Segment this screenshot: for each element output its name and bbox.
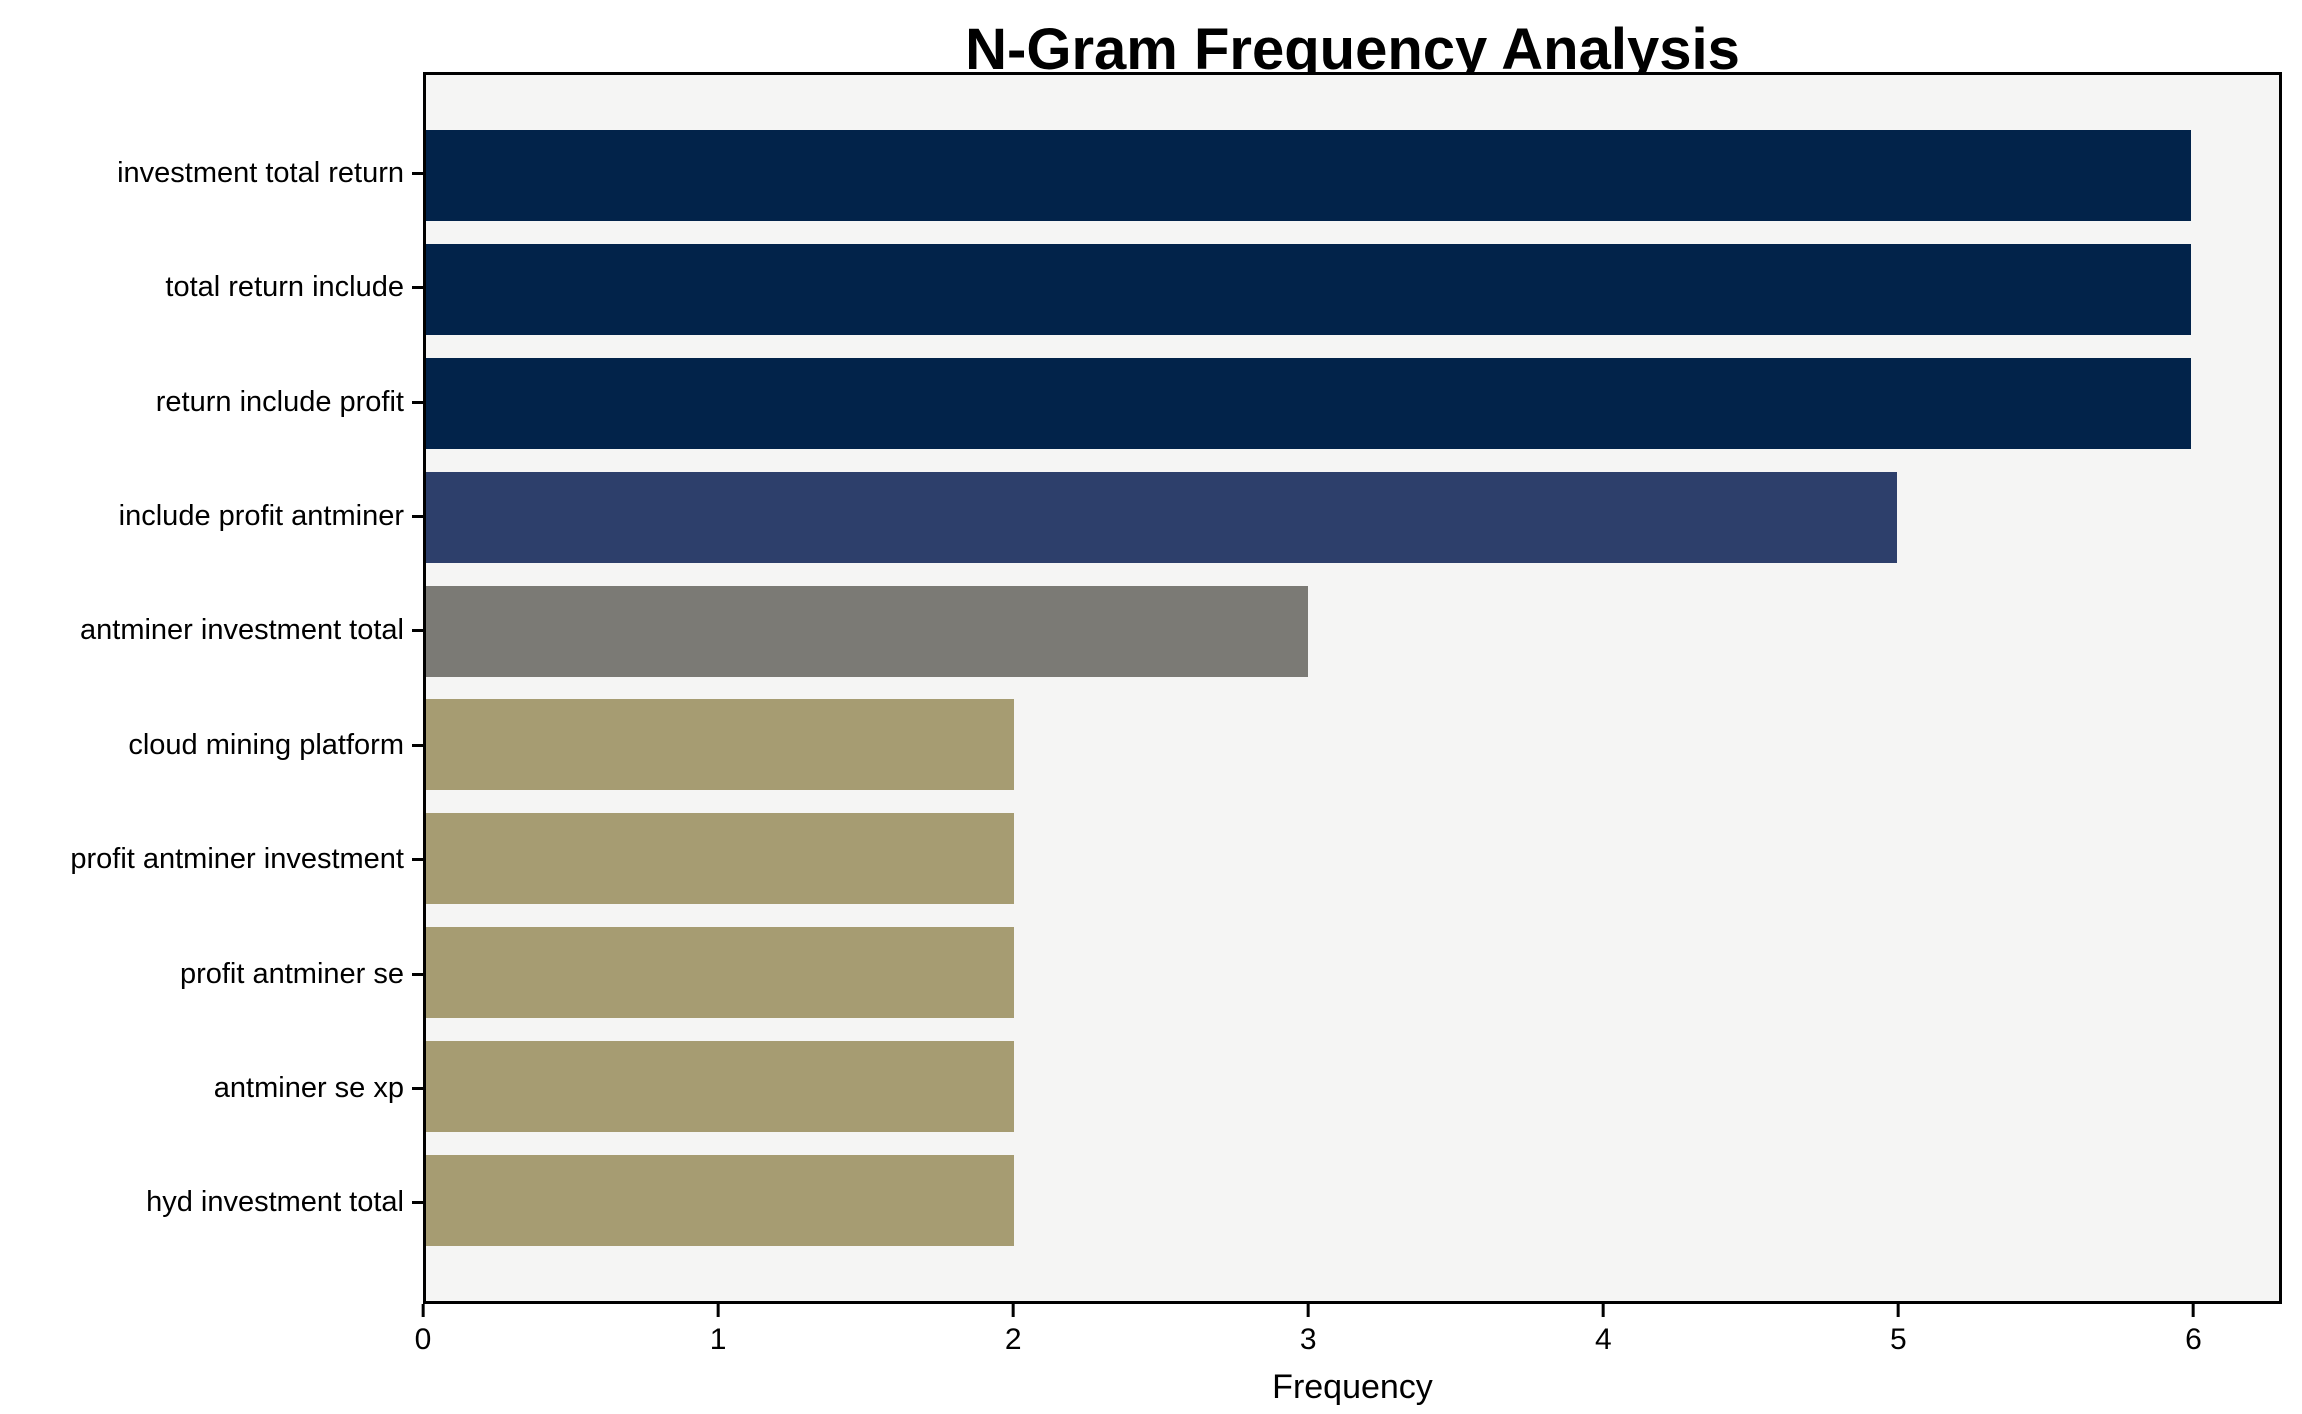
y-label-row: hyd investment total xyxy=(0,1146,423,1260)
y-tick-mark xyxy=(412,514,423,518)
x-tick: 6 xyxy=(2185,1304,2202,1357)
x-tick-mark xyxy=(1601,1304,1605,1317)
x-axis-title: Frequency xyxy=(1272,1368,1433,1406)
bar-antminer-investment-total xyxy=(426,585,1309,677)
y-tick-mark xyxy=(412,171,423,175)
y-label-row: include profit antminer xyxy=(0,459,423,573)
x-tick-label: 2 xyxy=(1004,1323,1022,1356)
y-tick-label: include profit antminer xyxy=(118,499,404,532)
x-axis: 0 1 2 3 4 5 6 xyxy=(415,1304,2282,1364)
y-label-row: return include profit xyxy=(0,345,423,459)
bar-row xyxy=(426,347,2279,461)
bar-row xyxy=(426,802,2279,916)
y-tick-label: profit antminer se xyxy=(179,957,404,990)
x-tick-mark xyxy=(1896,1304,1900,1317)
y-tick-label: return include profit xyxy=(155,385,404,418)
y-tick-label: investment total return xyxy=(117,156,404,189)
x-tick-label: 6 xyxy=(2185,1323,2202,1356)
bar-hyd-investment-total xyxy=(426,1154,1015,1246)
bar-profit-antminer-se xyxy=(426,926,1015,1018)
x-tick-label: 3 xyxy=(1299,1323,1317,1356)
y-label-row: antminer se xp xyxy=(0,1031,423,1145)
bar-row xyxy=(426,1143,2279,1257)
plot-area xyxy=(423,72,2282,1304)
x-tick-label: 1 xyxy=(709,1323,727,1356)
bar-row xyxy=(426,1029,2279,1143)
x-tick: 2 xyxy=(1005,1304,1022,1357)
bar-profit-antminer-investment xyxy=(426,813,1015,905)
y-tick-label: profit antminer investment xyxy=(70,843,404,876)
x-tick: 3 xyxy=(1300,1304,1317,1357)
bar-row xyxy=(426,460,2279,574)
x-tick-mark xyxy=(421,1304,425,1317)
bar-return-include-profit xyxy=(426,357,2191,449)
x-tick-mark xyxy=(1306,1304,1310,1317)
chart-title: N-Gram Frequency Analysis xyxy=(965,17,1740,82)
bar-row xyxy=(426,233,2279,347)
x-tick-label: 4 xyxy=(1594,1323,1612,1356)
y-tick-mark xyxy=(412,743,423,747)
y-label-row: profit antminer investment xyxy=(0,802,423,916)
bar-row xyxy=(426,574,2279,688)
bar-investment-total-return xyxy=(426,130,2191,222)
y-tick-mark xyxy=(412,400,423,404)
y-tick-label: total return include xyxy=(165,271,404,304)
x-tick: 5 xyxy=(1890,1304,1907,1357)
y-label-row: total return include xyxy=(0,230,423,344)
y-label-row: profit antminer se xyxy=(0,917,423,1031)
y-tick-label: antminer se xp xyxy=(213,1071,404,1104)
x-tick-label: 0 xyxy=(414,1323,432,1356)
x-tick-mark xyxy=(2191,1304,2195,1317)
y-tick-mark xyxy=(412,286,423,290)
bar-row xyxy=(426,916,2279,1030)
x-tick: 4 xyxy=(1595,1304,1612,1357)
y-label-row: antminer investment total xyxy=(0,574,423,688)
bar-include-profit-antminer xyxy=(426,471,1897,563)
y-tick-mark xyxy=(412,972,423,976)
x-tick: 1 xyxy=(709,1304,727,1357)
y-tick-label: antminer investment total xyxy=(80,614,404,647)
y-axis-labels: investment total return total return incl… xyxy=(0,72,423,1304)
x-tick-mark xyxy=(716,1304,720,1317)
bar-row xyxy=(426,688,2279,802)
x-tick-label: 5 xyxy=(1890,1323,1907,1356)
bar-antminer-se-xp xyxy=(426,1040,1015,1132)
bar-cloud-mining-platform xyxy=(426,699,1015,791)
y-label-row: investment total return xyxy=(0,116,423,230)
bar-total-return-include xyxy=(426,244,2191,336)
y-tick-mark xyxy=(412,1086,423,1090)
y-tick-mark xyxy=(412,1201,423,1205)
y-tick-mark xyxy=(412,629,423,633)
y-tick-label: cloud mining platform xyxy=(128,728,404,761)
y-label-row: cloud mining platform xyxy=(0,688,423,802)
y-tick-mark xyxy=(412,858,423,862)
x-tick-mark xyxy=(1011,1304,1015,1317)
y-tick-label: hyd investment total xyxy=(146,1186,404,1219)
x-tick: 0 xyxy=(414,1304,432,1357)
bar-row xyxy=(426,119,2279,233)
